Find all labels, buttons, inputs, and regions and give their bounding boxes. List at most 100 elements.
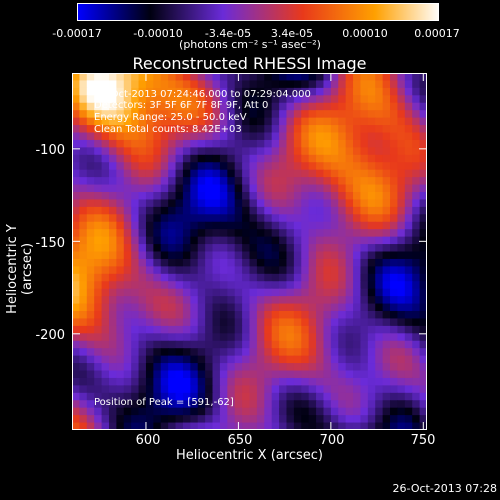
heatmap-cell bbox=[153, 385, 162, 394]
heatmap-cell bbox=[330, 73, 339, 82]
heatmap-cell bbox=[301, 177, 310, 186]
heatmap-cell bbox=[271, 415, 280, 424]
heatmap-cell bbox=[101, 303, 110, 312]
heatmap-cell bbox=[227, 281, 236, 290]
heatmap-cell bbox=[375, 87, 384, 96]
heatmap-cell bbox=[79, 355, 88, 364]
heatmap-cell bbox=[419, 102, 427, 111]
heatmap-cell bbox=[353, 184, 362, 193]
heatmap-cell bbox=[330, 95, 339, 104]
heatmap-cell bbox=[279, 363, 288, 372]
heatmap-cell bbox=[123, 169, 132, 178]
heatmap-cell bbox=[330, 132, 339, 141]
heatmap-cell bbox=[367, 348, 376, 357]
heatmap-cell bbox=[256, 117, 265, 126]
heatmap-cell bbox=[382, 87, 391, 96]
heatmap-cell bbox=[375, 132, 384, 141]
heatmap-cell bbox=[249, 102, 258, 111]
heatmap-cell bbox=[123, 296, 132, 305]
heatmap-cell bbox=[182, 169, 191, 178]
heatmap-cell bbox=[360, 251, 369, 260]
heatmap-cell bbox=[197, 370, 206, 379]
heatmap-cell bbox=[338, 244, 347, 253]
heatmap-cell bbox=[175, 407, 184, 416]
heatmap-cell bbox=[123, 154, 132, 163]
heatmap-cell bbox=[72, 318, 80, 327]
heatmap-cell bbox=[404, 266, 413, 275]
heatmap-cell bbox=[182, 139, 191, 148]
heatmap-cell bbox=[293, 348, 302, 357]
heatmap-cell bbox=[323, 199, 332, 208]
heatmap-cell bbox=[323, 139, 332, 148]
heatmap-cell bbox=[160, 117, 169, 126]
heatmap-cell bbox=[108, 318, 117, 327]
heatmap-cell bbox=[382, 95, 391, 104]
heatmap-cell bbox=[301, 288, 310, 297]
heatmap-cell bbox=[375, 110, 384, 119]
heatmap-cell bbox=[168, 333, 177, 342]
heatmap-cell bbox=[138, 266, 147, 275]
heatmap-cell bbox=[330, 110, 339, 119]
heatmap-cell bbox=[86, 169, 95, 178]
heatmap-cell bbox=[138, 169, 147, 178]
heatmap-cell bbox=[145, 303, 154, 312]
heatmap-cell bbox=[293, 132, 302, 141]
heatmap-cell bbox=[301, 214, 310, 223]
heatmap-cell bbox=[375, 333, 384, 342]
heatmap-cell bbox=[375, 80, 384, 89]
heatmap-cell bbox=[404, 162, 413, 171]
heatmap-cell bbox=[205, 333, 214, 342]
heatmap-cell bbox=[190, 311, 199, 320]
heatmap-cell bbox=[145, 296, 154, 305]
heatmap-cell bbox=[330, 385, 339, 394]
heatmap-cell bbox=[190, 377, 199, 386]
heatmap-cell bbox=[94, 154, 103, 163]
heatmap-cell bbox=[168, 87, 177, 96]
heatmap-cell bbox=[308, 117, 317, 126]
heatmap-cell bbox=[293, 318, 302, 327]
heatmap-cell bbox=[242, 303, 251, 312]
heatmap-cell bbox=[219, 80, 228, 89]
heatmap-cell bbox=[79, 80, 88, 89]
heatmap-cell bbox=[138, 318, 147, 327]
heatmap-cell bbox=[227, 177, 236, 186]
heatmap-cell bbox=[182, 355, 191, 364]
heatmap-cell bbox=[345, 258, 354, 267]
heatmap-cell bbox=[345, 392, 354, 401]
heatmap-cell bbox=[116, 333, 125, 342]
heatmap-cell bbox=[419, 377, 427, 386]
heatmap-cell bbox=[205, 139, 214, 148]
heatmap-cell bbox=[123, 333, 132, 342]
colorbar-tick-label: 0.00010 bbox=[342, 27, 388, 40]
heatmap-cell bbox=[308, 244, 317, 253]
heatmap-cell bbox=[316, 251, 325, 260]
heatmap-cell bbox=[375, 325, 384, 334]
heatmap-cell bbox=[271, 229, 280, 238]
heatmap-cell bbox=[145, 288, 154, 297]
heatmap-cell bbox=[367, 102, 376, 111]
heatmap-cell bbox=[412, 102, 421, 111]
heatmap-cell bbox=[419, 125, 427, 134]
heatmap-cell bbox=[286, 125, 295, 134]
heatmap-cell bbox=[101, 95, 110, 104]
heatmap-cell bbox=[367, 407, 376, 416]
heatmap-cell bbox=[367, 236, 376, 245]
heatmap-cell bbox=[249, 288, 258, 297]
heatmap-cell bbox=[242, 258, 251, 267]
heatmap-cell bbox=[205, 407, 214, 416]
heatmap-cell bbox=[205, 288, 214, 297]
heatmap-cell bbox=[353, 407, 362, 416]
heatmap-cell bbox=[116, 281, 125, 290]
heatmap-cell bbox=[308, 273, 317, 282]
heatmap-cell bbox=[190, 251, 199, 260]
heatmap-cell bbox=[197, 125, 206, 134]
heatmap-cell bbox=[286, 87, 295, 96]
heatmap-cell bbox=[390, 132, 399, 141]
heatmap-cell bbox=[382, 370, 391, 379]
heatmap-cell bbox=[197, 415, 206, 424]
heatmap-cell bbox=[242, 147, 251, 156]
heatmap-cell bbox=[360, 244, 369, 253]
heatmap-cell bbox=[249, 355, 258, 364]
heatmap-cell bbox=[138, 110, 147, 119]
heatmap-cell bbox=[86, 370, 95, 379]
